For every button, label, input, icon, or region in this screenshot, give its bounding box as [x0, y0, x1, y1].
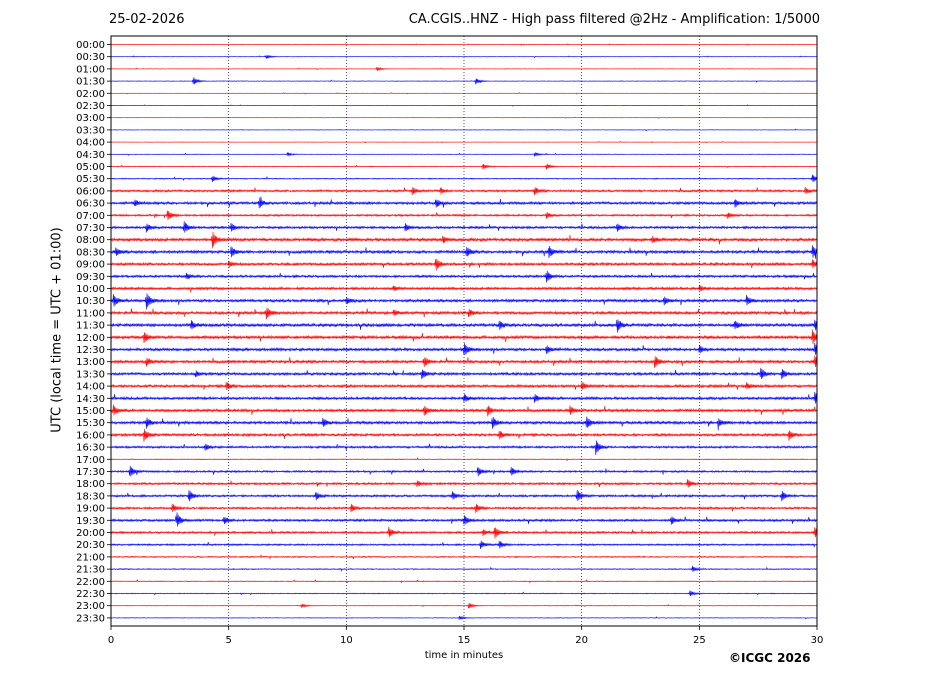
- y-tick-label: 06:30: [76, 199, 105, 210]
- y-tick-label: 00:00: [76, 40, 105, 51]
- y-tick-label: 18:30: [76, 491, 105, 502]
- y-tick-label: 21:00: [76, 552, 105, 563]
- y-tick-label: 16:00: [76, 430, 105, 441]
- y-tick-label: 02:30: [76, 101, 105, 112]
- trace-row-1930: [110, 512, 817, 527]
- y-tick-label: 19:30: [76, 516, 105, 527]
- trace-row-1900: [110, 503, 817, 513]
- y-tick-label: 20:30: [76, 540, 105, 551]
- trace-row-0500: [111, 163, 817, 170]
- x-tick-label: 15: [458, 635, 471, 646]
- y-tick-label: 11:30: [76, 321, 105, 332]
- trace-row-0530: [110, 174, 817, 183]
- y-tick-label: 20:00: [76, 528, 105, 539]
- y-tick-label: 07:30: [76, 223, 105, 234]
- y-tick-label: 23:30: [76, 613, 105, 624]
- trace-row-2300: [110, 602, 817, 609]
- trace-row-1400: [110, 381, 817, 390]
- y-tick-label: 18:00: [76, 479, 105, 490]
- plot-frame: [110, 35, 818, 627]
- x-tick-label: 0: [108, 635, 114, 646]
- trace-row-1000: [110, 284, 817, 293]
- y-tick-label: 02:00: [76, 89, 105, 100]
- y-tick-label: 13:00: [76, 357, 105, 368]
- y-tick-label: 08:30: [76, 247, 105, 258]
- y-tick-label: 23:00: [76, 601, 105, 612]
- trace-row-0700: [110, 210, 817, 221]
- trace-row-0600: [110, 187, 817, 196]
- trace-row-1800: [110, 479, 817, 488]
- y-tick-label: 01:00: [76, 64, 105, 75]
- trace-row-1230: [110, 342, 817, 356]
- y-tick-label: 09:00: [76, 260, 105, 271]
- y-tick-label: 01:30: [76, 77, 105, 88]
- trace-row-0830: [110, 245, 817, 259]
- trace-row-0430: [111, 152, 817, 157]
- date-label: 25-02-2026: [109, 12, 185, 27]
- trace-row-2200: [110, 579, 817, 584]
- y-tick-label: 00:30: [76, 52, 105, 63]
- trace-row-0000: [111, 43, 817, 46]
- y-tick-label: 08:00: [76, 235, 105, 246]
- y-tick-label: 05:00: [76, 162, 105, 173]
- y-tick-label: 22:00: [76, 577, 105, 588]
- x-tick-label: 5: [225, 635, 231, 646]
- y-tick-label: 19:00: [76, 504, 105, 515]
- y-tick-label: 14:30: [76, 394, 105, 405]
- trace-row-2100: [110, 554, 817, 560]
- x-tick-label: 25: [693, 635, 706, 646]
- y-tick-label: 07:00: [76, 211, 105, 222]
- y-tick-label: 03:30: [76, 125, 105, 136]
- y-tick-label: 16:30: [76, 443, 105, 454]
- y-tick-label: 15:00: [76, 406, 105, 417]
- y-tick-label: 22:30: [76, 589, 105, 600]
- y-tick-label: 04:30: [76, 150, 105, 161]
- y-tick-label: 04:00: [76, 138, 105, 149]
- trace-row-1100: [110, 307, 817, 320]
- x-tick-group: 0 5 10 15 20 25 30: [108, 626, 824, 646]
- y-tick-label: 13:30: [76, 369, 105, 380]
- y-tick-label: 10:30: [76, 296, 105, 307]
- y-tick-label: 17:30: [76, 467, 105, 478]
- x-axis-label: time in minutes: [424, 650, 504, 661]
- x-tick-label: 30: [811, 635, 824, 646]
- chart-title: CA.CGIS..HNZ - High pass filtered @2Hz -…: [408, 12, 820, 27]
- y-tick-label: 11:00: [76, 308, 105, 319]
- y-tick-label: 15:30: [76, 418, 105, 429]
- y-tick-label: 05:30: [76, 174, 105, 185]
- y-tick-label: 03:00: [76, 113, 105, 124]
- x-tick-label: 20: [575, 635, 588, 646]
- trace-group: [110, 43, 817, 621]
- trace-row-1130: [110, 319, 817, 333]
- y-tick-label: 12:30: [76, 345, 105, 356]
- copyright-text: ©ICGC 2026: [729, 651, 811, 665]
- y-tick-label: 21:30: [76, 565, 105, 576]
- y-tick-label: 17:00: [76, 455, 105, 466]
- trace-row-1200: [110, 329, 817, 345]
- trace-row-2030: [110, 540, 817, 549]
- x-tick-label: 10: [340, 635, 353, 646]
- y-tick-label: 10:00: [76, 284, 105, 295]
- trace-row-0030: [110, 54, 817, 59]
- y-tick-label: 09:30: [76, 272, 105, 283]
- trace-row-0100: [110, 67, 817, 71]
- y-tick-label: 14:00: [76, 382, 105, 393]
- trace-row-1030: [110, 293, 817, 310]
- trace-row-2130: [110, 565, 817, 572]
- y-tick-label: 12:00: [76, 333, 105, 344]
- y-tick-label: 06:00: [76, 186, 105, 197]
- grid-group: [228, 36, 700, 626]
